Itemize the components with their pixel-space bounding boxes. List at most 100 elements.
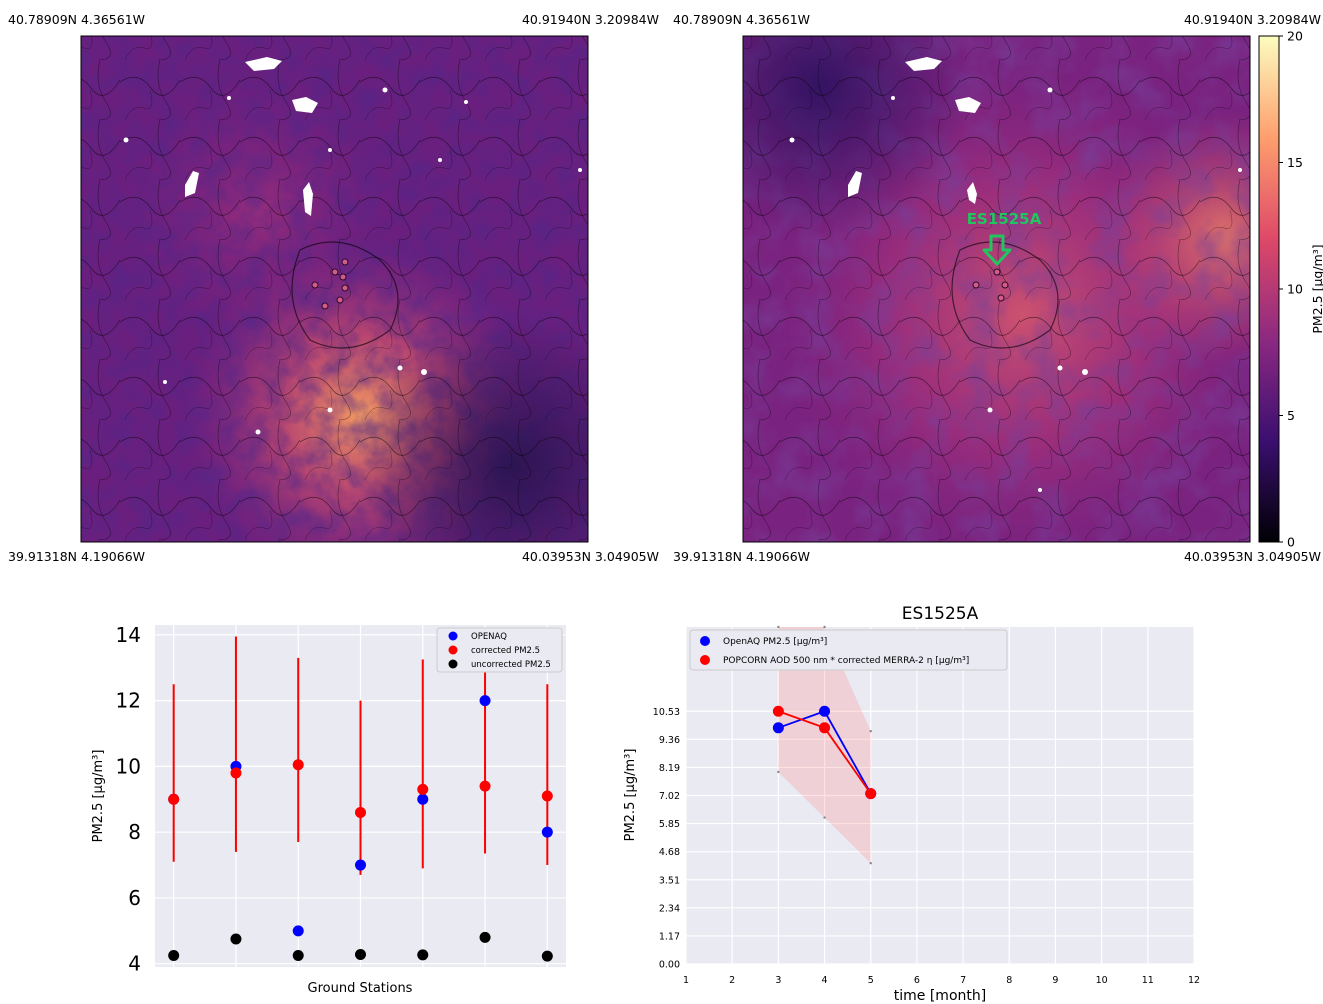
chart1-point-uncorrected	[355, 949, 366, 961]
chart2-lines	[772, 705, 877, 800]
chart1-point-corrected	[292, 759, 304, 771]
colorbar-label: PM2.5 [μg/m³]	[1310, 244, 1323, 333]
chart2-y-label: PM2.5 [μg/m³]	[623, 749, 638, 842]
chart2-x-tick-label: 8	[1006, 975, 1012, 986]
chart2-point-popcorn	[772, 705, 784, 717]
chart1-y-tick-label: 14	[116, 623, 141, 647]
chart1-point-corrected	[541, 790, 553, 802]
chart2-point-openaq	[772, 722, 784, 734]
chart2-y-tick-label: 0.00	[659, 960, 680, 971]
chart1-point-corrected	[479, 780, 491, 792]
right-map-raster	[743, 36, 1250, 542]
chart1-point-corrected	[168, 793, 180, 805]
left-map-raster	[81, 36, 588, 542]
chart1-point-openaq	[417, 793, 429, 805]
chart2-x-tick-label: 10	[1096, 975, 1108, 986]
chart1-x-label: Ground Stations	[308, 981, 413, 996]
chart1-point-uncorrected	[541, 950, 553, 962]
colorbar: 0 5 10 15 20 PM2.5 [μg/m³]	[1258, 29, 1323, 550]
chart2-y-tick-label: 4.68	[659, 847, 680, 858]
colorbar-gradient	[1258, 35, 1280, 543]
chart1-point-corrected	[230, 767, 242, 779]
colorbar-tick-label: 15	[1287, 155, 1303, 170]
es1525a-timeseries-chart: ES1525A 0.00 1.17 2.34 3.51 4.68 5.85 7.02 8.19…	[623, 604, 1200, 1004]
chart2-x-tick-label: 6	[914, 975, 920, 986]
chart1-y-tick-label: 6	[128, 886, 141, 910]
right-map-corner-top-left: 40.78909N 4.36561W	[673, 12, 810, 27]
chart2-legend-box	[689, 629, 1008, 671]
chart1-legend-marker-openaq	[448, 631, 458, 641]
chart1-point-uncorrected	[479, 931, 491, 943]
chart2-x-tick-label: 7	[960, 975, 966, 986]
left-map-station-markers	[311, 258, 349, 310]
chart2-x-tick-label: 5	[868, 975, 874, 986]
chart1-y-label: PM2.5 [μg/m³]	[91, 750, 106, 843]
chart2-grid	[685, 627, 1195, 965]
chart1-legend-openaq: OPENAQ	[471, 632, 507, 642]
chart1-points	[168, 695, 553, 962]
chart2-y-tick-label: 7.02	[659, 791, 680, 802]
chart1-y-tick-label: 4	[128, 952, 141, 976]
right-map-corner-top-right: 40.91940N 3.20984W	[1184, 12, 1321, 27]
chart1-legend: OPENAQ corrected PM2.5 uncorrected PM2.5	[436, 627, 563, 673]
chart1-point-corrected	[417, 783, 429, 795]
chart2-y-tick-label: 5.85	[659, 819, 680, 830]
chart1-y-tick-label: 12	[116, 689, 141, 713]
chart2-x-label: time [month]	[894, 988, 986, 1004]
chart2-y-tick-label: 8.19	[659, 763, 680, 774]
chart2-legend: OpenAQ PM2.5 [μg/m³] POPCORN AOD 500 nm …	[689, 629, 1008, 671]
chart1-y-tick-label: 10	[116, 754, 141, 778]
colorbar-tick-label: 10	[1287, 282, 1303, 297]
colorbar-tick-label: 5	[1287, 408, 1295, 423]
left-map-corner-bottom-right: 40.03953N 3.04905W	[522, 549, 659, 564]
chart2-y-tick-label: 10.53	[653, 707, 680, 718]
right-map: 40.78909N 4.36561W 40.91940N 3.20984W	[673, 12, 1321, 564]
chart2-y-tick-label: 2.34	[659, 903, 680, 914]
chart2-point-popcorn	[865, 788, 877, 800]
colorbar-tick-label: 20	[1287, 29, 1303, 44]
right-map-corner-bottom-left: 39.91318N 4.19066W	[673, 549, 810, 564]
chart1-point-uncorrected	[417, 949, 429, 961]
chart2-y-tick-label: 9.36	[659, 735, 680, 746]
colorbar-tick-label: 0	[1287, 535, 1295, 550]
chart1-legend-uncorrected: uncorrected PM2.5	[471, 660, 551, 670]
chart2-band-high-point	[869, 729, 872, 733]
chart1-point-corrected	[355, 806, 366, 818]
chart2-y-tick-label: 1.17	[659, 931, 680, 942]
chart1-point-uncorrected	[230, 933, 242, 945]
chart2-uncertainty-band	[777, 625, 872, 865]
chart2-x-tick-label: 4	[822, 975, 828, 986]
chart2-legend-openaq: OpenAQ PM2.5 [μg/m³]	[723, 637, 827, 647]
chart2-legend-marker-openaq	[700, 636, 710, 646]
chart2-point-openaq	[819, 705, 831, 717]
chart1-point-openaq	[479, 695, 491, 707]
left-map: 40.78909N 4.36561W 40.91940N 3.20984W	[8, 12, 659, 564]
right-map-corner-bottom-right: 40.03953N 3.04905W	[1184, 549, 1321, 564]
chart2-legend-popcorn: POPCORN AOD 500 nm * corrected MERRA-2 η…	[723, 656, 969, 666]
chart1-legend-box	[436, 627, 563, 673]
left-map-corner-top-left: 40.78909N 4.36561W	[8, 12, 145, 27]
chart1-y-ticks: 4 6 8 10 12 14	[116, 623, 141, 976]
chart1-point-uncorrected	[292, 949, 304, 961]
chart1-legend-marker-corrected	[448, 645, 458, 655]
chart2-x-tick-label: 2	[729, 975, 735, 986]
chart2-band-high-point	[823, 625, 826, 629]
chart1-point-uncorrected	[168, 949, 180, 961]
chart1-point-openaq	[292, 925, 304, 937]
chart2-band-low-point	[777, 770, 780, 774]
chart2-x-tick-label: 12	[1188, 975, 1200, 986]
chart2-band-area	[778, 627, 871, 864]
chart2-legend-marker-popcorn	[700, 655, 710, 665]
chart2-y-ticks: 0.00 1.17 2.34 3.51 4.68 5.85 7.02 8.19 9.36 10.5…	[653, 707, 680, 971]
left-map-corner-top-right: 40.91940N 3.20984W	[522, 12, 659, 27]
right-map-station-markers	[972, 268, 1009, 302]
right-map-station-annotation: ES1525A	[967, 210, 1042, 228]
chart1-y-tick-label: 8	[128, 820, 141, 844]
down-arrow-icon	[982, 234, 1012, 266]
left-map-corner-bottom-left: 39.91318N 4.19066W	[8, 549, 145, 564]
chart2-y-tick-label: 3.51	[659, 875, 680, 886]
chart2-x-ticks: 1 2 3 4 5 6 7 8 9 10 11 12	[683, 975, 1200, 986]
chart2-x-tick-label: 9	[1052, 975, 1058, 986]
